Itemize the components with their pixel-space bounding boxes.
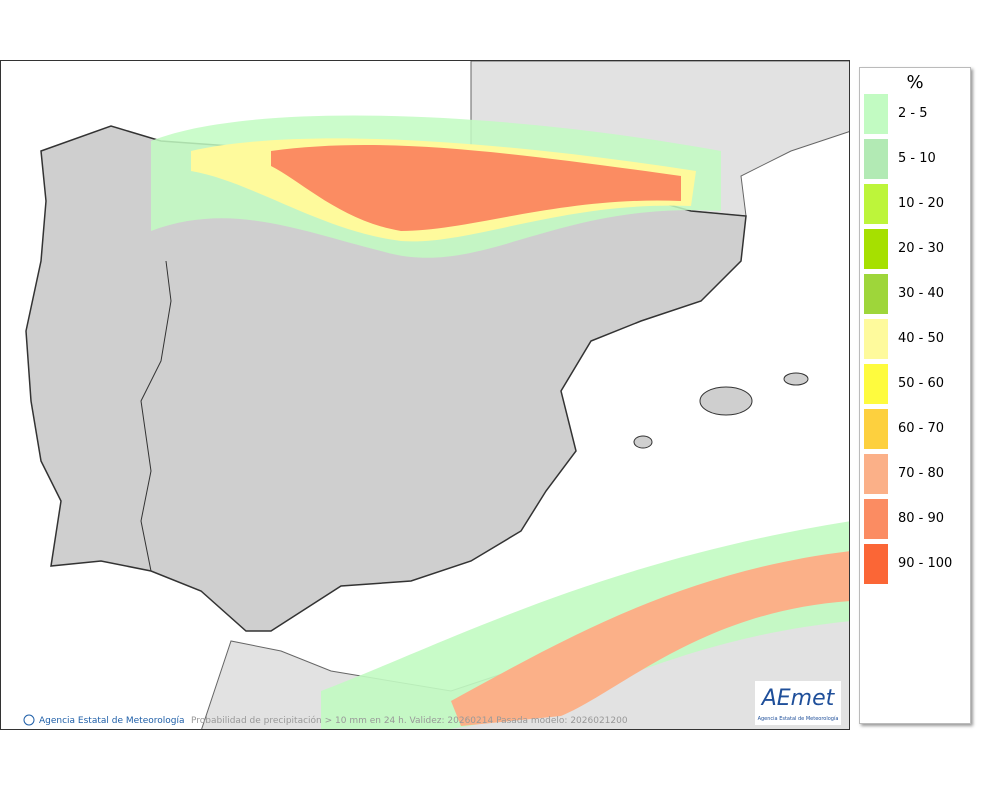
precip-south-low bbox=[321, 521, 849, 729]
legend-swatch bbox=[864, 274, 888, 314]
copyright-icon bbox=[23, 714, 35, 726]
map: Agencia Estatal de Meteorología Probabil… bbox=[0, 60, 850, 730]
legend-label: 30 - 40 bbox=[898, 286, 945, 301]
legend-label: 90 - 100 bbox=[898, 556, 953, 571]
logo-box bbox=[755, 681, 841, 725]
portugal-border bbox=[140, 260, 172, 572]
legend-label: 20 - 30 bbox=[898, 241, 945, 256]
logo-subtitle: Agencia Estatal de Meteorología bbox=[758, 715, 839, 722]
legend-swatch bbox=[864, 229, 888, 269]
legend-swatch bbox=[864, 544, 888, 584]
legend-label: 40 - 50 bbox=[898, 331, 945, 346]
legend-label: 2 - 5 bbox=[898, 106, 928, 121]
legend-swatch bbox=[864, 499, 888, 539]
legend-label: 80 - 90 bbox=[898, 511, 945, 526]
menorca bbox=[783, 372, 809, 386]
legend-swatch bbox=[864, 94, 888, 134]
map-canvas: Agencia Estatal de Meteorología Probabil… bbox=[1, 61, 849, 729]
precip-south-high bbox=[451, 551, 849, 726]
mallorca bbox=[699, 386, 753, 416]
legend-swatch bbox=[864, 319, 888, 359]
legend-label: 60 - 70 bbox=[898, 421, 945, 436]
legend-swatch bbox=[864, 409, 888, 449]
legend-swatch bbox=[864, 139, 888, 179]
legend-label: 70 - 80 bbox=[898, 466, 945, 481]
legend-swatch bbox=[864, 454, 888, 494]
legend-swatch bbox=[864, 184, 888, 224]
legend: % 2 - 5 5 - 10 10 - 20 20 - 30 30 - 40 40 - 5… bbox=[859, 67, 971, 724]
legend-label: 5 - 10 bbox=[898, 151, 936, 166]
legend-label: 10 - 20 bbox=[898, 196, 945, 211]
precip-north-high bbox=[271, 145, 681, 231]
logo-name: AEmet bbox=[760, 686, 836, 711]
ibiza bbox=[633, 435, 653, 449]
legend-swatch bbox=[864, 364, 888, 404]
caption: Probabilidad de precipitación > 10 mm en… bbox=[191, 715, 628, 726]
legend-title: % bbox=[906, 72, 924, 93]
legend-label: 50 - 60 bbox=[898, 376, 945, 391]
credit: Agencia Estatal de Meteorología bbox=[39, 716, 185, 726]
